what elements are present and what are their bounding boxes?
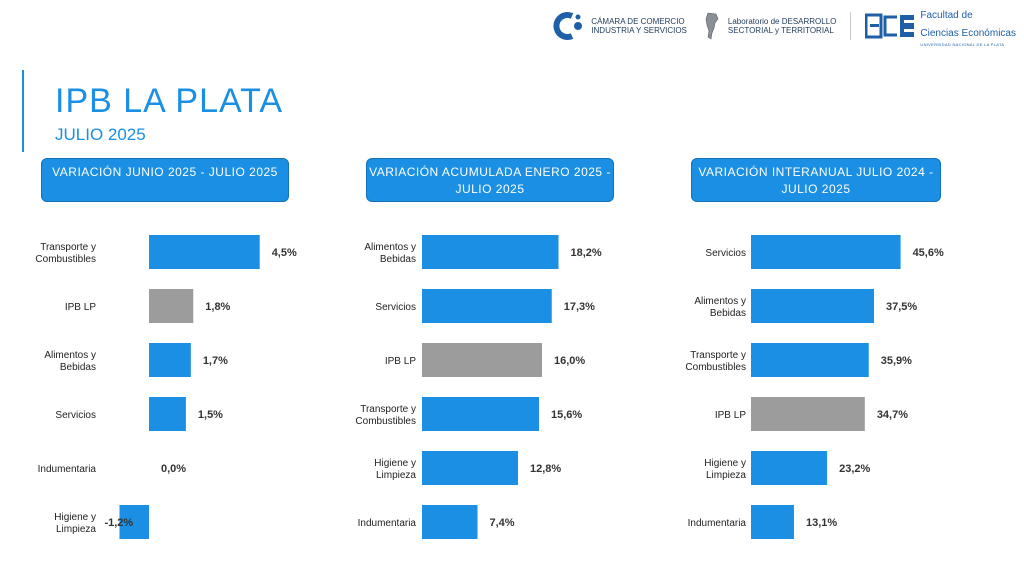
- bar-servicios: [422, 289, 552, 323]
- bar-higiene-y-limpieza: [119, 505, 149, 539]
- category-label-ipb-lp: IPB LP: [385, 356, 416, 367]
- value-label-transporte-y-combustibles: 4,5%: [272, 247, 297, 259]
- value-label-ipb-lp: 34,7%: [877, 409, 908, 421]
- fce-logo: Facultad de Ciencias Económicas UNIVERSI…: [865, 5, 1016, 47]
- category-label-ipb-lp: IPB LP: [65, 302, 96, 313]
- bar-indumentaria: [422, 505, 478, 539]
- page-title: IPB LA PLATA: [55, 82, 284, 120]
- value-label-alimentos-y-bebidas: 37,5%: [886, 301, 917, 313]
- value-label-alimentos-y-bebidas: 18,2%: [571, 247, 602, 259]
- value-label-servicios: 17,3%: [564, 301, 595, 313]
- camara-logo-text: CÁMARA DE COMERCIO INDUSTRIA Y SERVICIOS: [591, 17, 687, 35]
- bar-ipb-lp: [149, 289, 194, 323]
- category-label-transporte-y-combustibles: Transporte y Combustibles: [685, 350, 746, 373]
- value-label-transporte-y-combustibles: 35,9%: [881, 355, 912, 367]
- category-label-servicios: Servicios: [55, 410, 96, 421]
- fce-logo-subtext: UNIVERSIDAD NACIONAL DE LA PLATA: [920, 42, 1005, 47]
- chart-accumulated-variation: Alimentos y Bebidas 18,2% Servicios 17,3% IPB…: [355, 235, 602, 539]
- camara-emblem-icon: [553, 12, 583, 40]
- argentina-map-icon: [705, 12, 719, 40]
- page-subtitle: JULIO 2025: [55, 125, 146, 144]
- value-label-indumentaria: 13,1%: [806, 517, 837, 529]
- value-label-ipb-lp: 16,0%: [554, 355, 585, 367]
- bar-transporte-y-combustibles: [149, 235, 260, 269]
- chart-3-header: VARIACIÓN INTERANUAL JULIO 2024 - JULIO …: [691, 158, 941, 202]
- camara-comercio-logo: CÁMARA DE COMERCIO INDUSTRIA Y SERVICIOS: [548, 11, 687, 41]
- value-label-ipb-lp: 1,8%: [205, 301, 230, 313]
- value-label-servicios: 1,5%: [198, 409, 223, 421]
- bar-indumentaria: [751, 505, 794, 539]
- value-label-higiene-y-limpieza: 12,8%: [530, 463, 561, 475]
- bar-ipb-lp: [422, 343, 542, 377]
- bar-servicios: [149, 397, 186, 431]
- logo-divider: [850, 12, 852, 40]
- category-label-servicios: Servicios: [705, 248, 746, 259]
- bar-alimentos-y-bebidas: [422, 235, 559, 269]
- category-label-indumentaria: Indumentaria: [38, 464, 97, 475]
- bar-alimentos-y-bebidas: [149, 343, 191, 377]
- value-label-transporte-y-combustibles: 15,6%: [551, 409, 582, 421]
- chart-monthly-variation: Transporte y Combustibles 4,5% IPB LP 1,8% Al…: [35, 235, 297, 539]
- category-label-servicios: Servicios: [375, 302, 416, 313]
- category-label-alimentos-y-bebidas: Alimentos y Bebidas: [694, 296, 746, 319]
- chart-yearly-variation: Servicios 45,6% Alimentos y Bebidas 37,5% Tra…: [685, 235, 944, 539]
- title-accent-line: [22, 70, 24, 152]
- category-label-alimentos-y-bebidas: Alimentos y Bebidas: [44, 350, 96, 373]
- bar-transporte-y-combustibles: [422, 397, 539, 431]
- bar-ipb-lp: [751, 397, 865, 431]
- bar-alimentos-y-bebidas: [751, 289, 874, 323]
- value-label-higiene-y-limpieza: 23,2%: [839, 463, 870, 475]
- laboratorio-logo-text: Laboratorio de DESARROLLO SECTORIAL y TE…: [727, 17, 837, 35]
- bar-servicios: [751, 235, 901, 269]
- value-label-alimentos-y-bebidas: 1,7%: [203, 355, 228, 367]
- category-label-transporte-y-combustibles: Transporte y Combustibles: [355, 404, 416, 427]
- fce-logo-text: Facultad de Ciencias Económicas: [920, 10, 1016, 39]
- value-label-servicios: 45,6%: [913, 247, 944, 259]
- category-label-higiene-y-limpieza: Higiene y Limpieza: [374, 458, 416, 481]
- value-label-indumentaria: 0,0%: [161, 463, 186, 475]
- chart-1-header: VARIACIÓN JUNIO 2025 - JULIO 2025: [41, 158, 289, 202]
- category-label-higiene-y-limpieza: Higiene y Limpieza: [54, 512, 96, 535]
- fce-emblem-icon: [865, 13, 915, 39]
- value-label-indumentaria: 7,4%: [490, 517, 515, 529]
- value-label-higiene-y-limpieza: -1,2%: [104, 517, 133, 529]
- partner-logos: CÁMARA DE COMERCIO INDUSTRIA Y SERVICIOS…: [548, 5, 1016, 47]
- bar-higiene-y-limpieza: [751, 451, 828, 485]
- laboratorio-logo: Laboratorio de DESARROLLO SECTORIAL y TE…: [701, 11, 837, 41]
- category-label-indumentaria: Indumentaria: [688, 518, 747, 529]
- chart-2-header: VARIACIÓN ACUMULADA ENERO 2025 - JULIO 2…: [366, 158, 614, 202]
- category-label-alimentos-y-bebidas: Alimentos y Bebidas: [364, 242, 416, 265]
- bar-transporte-y-combustibles: [751, 343, 869, 377]
- bar-higiene-y-limpieza: [422, 451, 518, 485]
- category-label-transporte-y-combustibles: Transporte y Combustibles: [35, 242, 96, 265]
- category-label-ipb-lp: IPB LP: [715, 410, 746, 421]
- category-label-higiene-y-limpieza: Higiene y Limpieza: [704, 458, 746, 481]
- category-label-indumentaria: Indumentaria: [358, 518, 417, 529]
